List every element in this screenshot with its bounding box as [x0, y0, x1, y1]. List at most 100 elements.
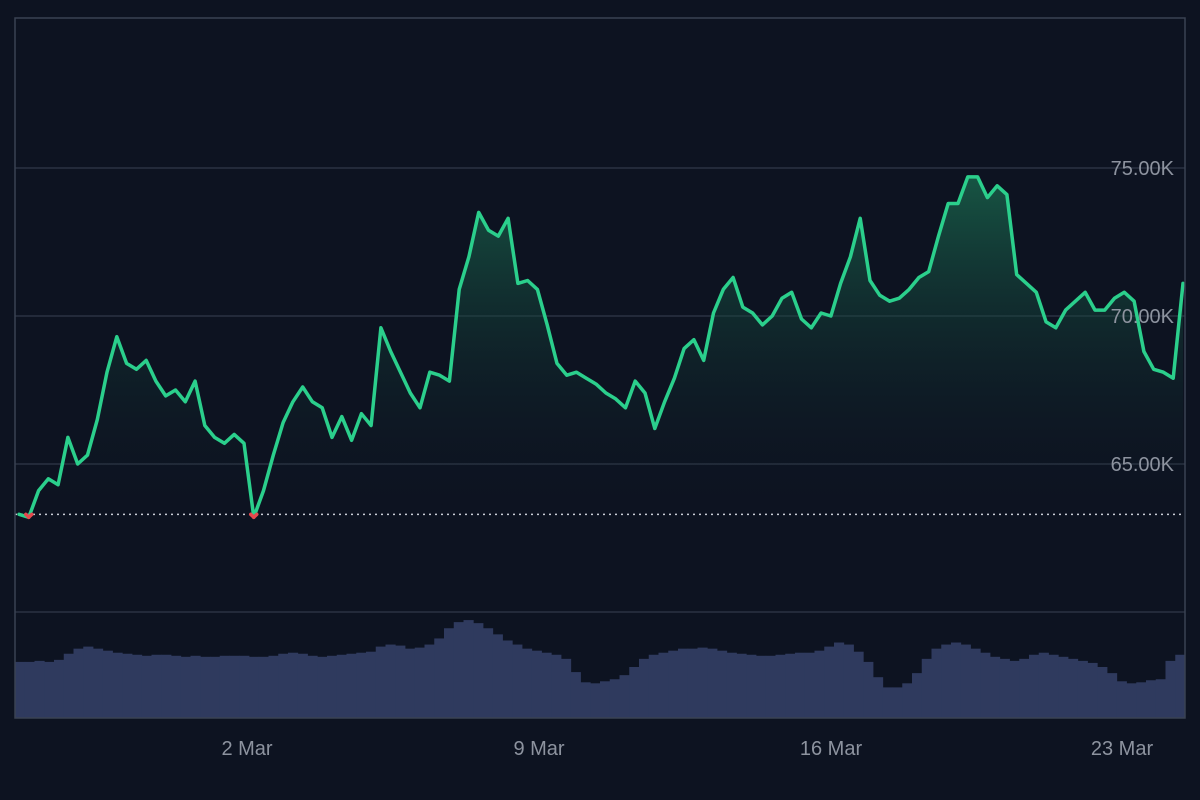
- volume-bar: [678, 648, 689, 718]
- volume-bar: [190, 655, 201, 718]
- volume-bar: [970, 648, 981, 718]
- volume-bar: [756, 655, 767, 718]
- volume-bar: [551, 654, 562, 718]
- volume-bar: [502, 640, 513, 718]
- volume-bar: [561, 658, 572, 718]
- volume-bar: [785, 653, 796, 718]
- volume-bar: [687, 648, 698, 718]
- volume-bar: [424, 644, 435, 718]
- volume-bar: [288, 652, 299, 718]
- volume-bar: [34, 660, 45, 718]
- y-tick-label: 75.00K: [1111, 158, 1175, 180]
- volume-bar: [1097, 667, 1108, 718]
- volume-bar: [1165, 660, 1176, 718]
- volume-bar: [317, 656, 328, 718]
- volume-bar: [161, 654, 172, 718]
- volume-bar: [307, 655, 318, 718]
- volume-bar: [736, 653, 747, 718]
- volume-bar: [453, 622, 464, 718]
- volume-bar: [385, 644, 396, 718]
- volume-bar: [931, 648, 942, 718]
- volume-bar: [434, 638, 445, 718]
- volume-bar: [375, 646, 386, 718]
- volume-bar: [765, 655, 776, 718]
- volume-bar: [93, 648, 104, 718]
- volume-bar: [1077, 660, 1088, 718]
- volume-bar: [483, 628, 494, 718]
- volume-bar: [356, 652, 367, 718]
- volume-bar: [814, 650, 825, 718]
- volume-bar: [1029, 654, 1040, 718]
- volume-bar: [1087, 662, 1098, 718]
- volume-bar: [522, 648, 533, 718]
- volume-bar: [395, 645, 406, 718]
- y-axis-labels: 65.00K 70.00K 75.00K: [1111, 158, 1175, 476]
- volume-bar: [132, 654, 143, 718]
- volume-bar: [1136, 682, 1147, 718]
- volume-bar: [999, 658, 1010, 718]
- volume-bar: [658, 652, 669, 718]
- volume-bar: [726, 652, 737, 718]
- volume-bar: [1068, 658, 1079, 718]
- volume-bar: [1019, 658, 1030, 718]
- volume-bar: [639, 658, 650, 718]
- volume-bar: [463, 620, 474, 718]
- y-tick-label: 65.00K: [1111, 454, 1175, 476]
- x-tick-label: 23 Mar: [1091, 738, 1154, 760]
- volume-bar: [180, 656, 191, 718]
- volume-bar: [853, 651, 864, 718]
- volume-bar: [580, 682, 591, 718]
- x-tick-label: 16 Mar: [800, 738, 863, 760]
- volume-bar: [1058, 656, 1069, 718]
- volume-bar: [44, 661, 55, 718]
- volume-bar: [531, 650, 542, 718]
- volume-bar: [1107, 673, 1118, 718]
- y-tick-label: 70.00K: [1111, 306, 1175, 328]
- volume-bar: [1116, 681, 1127, 718]
- volume-bar: [570, 672, 581, 718]
- volume-bar: [921, 658, 932, 718]
- volume-bar: [1048, 654, 1059, 718]
- volume-bar: [512, 644, 523, 718]
- volume-bar: [210, 656, 221, 718]
- volume-bar: [892, 687, 903, 718]
- volume-bar: [863, 661, 874, 718]
- volume-bar: [141, 655, 152, 718]
- volume-bar: [882, 687, 893, 718]
- volume-bar: [990, 656, 1001, 718]
- volume-bar: [366, 651, 377, 718]
- volume-bar: [697, 647, 708, 718]
- volume-bar: [249, 656, 260, 718]
- volume-bar: [648, 654, 659, 718]
- volume-bar: [327, 655, 338, 718]
- volume-bar: [336, 654, 347, 718]
- volume-bar: [414, 647, 425, 718]
- volume-bar: [912, 673, 923, 718]
- volume-bar: [102, 650, 113, 718]
- volume-bar: [600, 681, 611, 718]
- volume-bar: [1126, 683, 1137, 718]
- volume-bar: [960, 644, 971, 718]
- volume-bar: [707, 648, 718, 718]
- volume-bar: [1155, 679, 1166, 718]
- volume-bar: [834, 642, 845, 718]
- volume-bar: [980, 652, 991, 718]
- volume-bar: [873, 677, 884, 718]
- volume-bar: [824, 646, 835, 718]
- volume-bars: [15, 620, 1185, 718]
- volume-bar: [541, 652, 552, 718]
- volume-bar: [902, 683, 913, 718]
- volume-bar: [473, 623, 484, 718]
- volume-bar: [239, 655, 250, 718]
- price-line[interactable]: [17, 175, 1185, 520]
- volume-bar: [843, 644, 854, 718]
- volume-bar: [122, 653, 133, 718]
- volume-bar: [258, 656, 269, 718]
- volume-bar: [775, 654, 786, 718]
- below-baseline-marks: [24, 512, 259, 520]
- volume-bar: [112, 652, 123, 718]
- volume-bar: [346, 653, 357, 718]
- x-tick-label: 9 Mar: [513, 738, 564, 760]
- below-baseline-point: [252, 512, 259, 520]
